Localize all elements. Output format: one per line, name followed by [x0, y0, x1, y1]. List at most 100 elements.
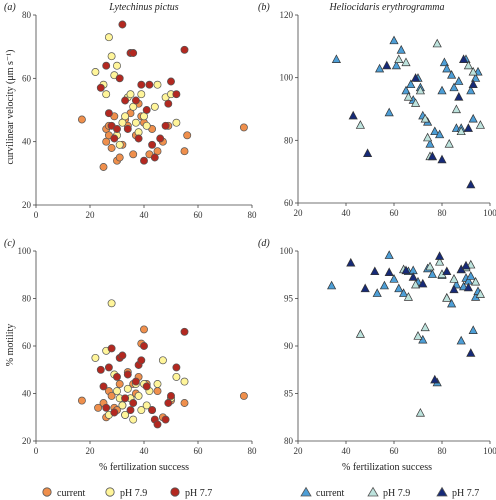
- data-point: [370, 266, 380, 276]
- data-point: [391, 60, 401, 70]
- data-point: [463, 282, 473, 292]
- data-point: [449, 82, 459, 92]
- data-point: [401, 85, 411, 95]
- panel-a-tag: (a): [4, 2, 16, 13]
- data-point: [461, 260, 471, 270]
- data-point: [115, 153, 124, 162]
- data-point: [375, 63, 385, 73]
- data-point: [471, 73, 481, 82]
- data-point: [96, 365, 105, 374]
- data-point: [180, 45, 189, 54]
- y-tick-label: 80: [22, 294, 32, 304]
- data-point: [142, 401, 151, 410]
- data-point: [153, 380, 162, 388]
- data-point: [466, 179, 476, 189]
- data-point: [115, 140, 124, 149]
- x-tick-label: 40: [342, 208, 352, 218]
- data-point: [96, 83, 105, 92]
- data-point: [121, 410, 130, 419]
- data-point: [118, 20, 127, 29]
- x-tick-label: 80: [248, 446, 258, 456]
- data-point: [444, 138, 454, 148]
- data-point: [456, 126, 466, 136]
- data-point: [110, 408, 119, 417]
- legend-right: current pH 7.9 pH 7.7: [300, 486, 479, 499]
- data-point: [418, 278, 428, 288]
- legend-left-ph79-label: pH 7.9: [120, 488, 147, 499]
- data-point: [104, 33, 113, 42]
- data-point: [172, 90, 181, 99]
- data-point: [432, 38, 442, 48]
- data-point: [468, 79, 478, 89]
- data-point: [172, 118, 181, 127]
- y-tick-label: 120: [280, 10, 294, 20]
- data-point: [131, 96, 140, 105]
- data-point: [463, 123, 473, 132]
- x-tick-label: 20: [294, 446, 304, 456]
- panel-a-y-axis-title: curvilinear velocity (μm s⁻¹): [5, 50, 16, 165]
- legend-right-ph77-marker: [436, 486, 448, 497]
- legend-left: current pH 7.9 pH 7.7: [42, 487, 212, 499]
- data-point: [107, 144, 116, 152]
- data-point: [107, 344, 116, 353]
- data-point: [131, 118, 140, 127]
- panel-c-y-axis-title: % motility: [5, 324, 16, 367]
- y-tick-label: 60: [22, 73, 32, 83]
- data-point: [413, 331, 423, 340]
- data-point: [140, 342, 148, 350]
- data-point: [463, 60, 473, 70]
- data-point: [161, 415, 170, 424]
- data-point: [430, 126, 440, 136]
- y-tick-label: 100: [280, 73, 294, 83]
- data-point: [180, 147, 189, 156]
- data-point: [113, 372, 121, 381]
- data-point: [134, 391, 143, 400]
- plot-d: 20 40 60 80 100 80 85 90 95 100: [280, 246, 496, 456]
- data-point: [360, 283, 370, 293]
- y-tick-label: 60: [22, 341, 32, 351]
- data-point: [99, 163, 108, 171]
- panel-a-species-label: Lytechinus pictus: [108, 2, 179, 13]
- data-point: [107, 391, 116, 400]
- y-tick-label: 85: [284, 389, 294, 399]
- data-point: [126, 90, 135, 99]
- data-point: [449, 284, 459, 294]
- legend-right-ph77-label: pH 7.7: [452, 488, 479, 499]
- data-point: [150, 102, 159, 111]
- x-tick-label: 40: [140, 446, 150, 456]
- data-point: [102, 90, 111, 99]
- x-tick-label: 40: [342, 446, 352, 456]
- panel-c-tag: (c): [4, 238, 16, 249]
- data-point: [180, 327, 189, 336]
- x-tick-label: 40: [140, 210, 150, 220]
- data-point: [126, 406, 135, 415]
- data-point: [435, 251, 445, 260]
- legend-right-current-marker: [300, 486, 312, 497]
- data-point: [382, 60, 392, 70]
- y-tick-label: 80: [22, 10, 32, 20]
- series-ph79: [355, 38, 485, 161]
- data-point: [150, 153, 159, 162]
- data-point: [172, 363, 181, 372]
- data-point: [107, 52, 116, 61]
- data-point: [384, 267, 394, 276]
- data-point: [129, 49, 138, 57]
- data-point: [420, 322, 430, 332]
- data-point: [449, 274, 459, 283]
- data-point: [423, 132, 433, 142]
- data-point: [129, 399, 138, 407]
- data-point: [459, 54, 469, 63]
- data-point: [118, 351, 127, 360]
- data-point: [140, 156, 148, 165]
- data-point: [172, 372, 181, 381]
- data-point: [164, 399, 173, 407]
- data-point: [140, 325, 148, 334]
- y-tick-label: 40: [22, 389, 32, 399]
- data-point: [389, 35, 399, 45]
- data-point: [466, 271, 476, 280]
- data-point: [167, 391, 175, 400]
- legend-right-ph79-label: pH 7.9: [383, 488, 410, 499]
- x-tick-label: 0: [34, 210, 39, 220]
- data-point: [180, 377, 189, 386]
